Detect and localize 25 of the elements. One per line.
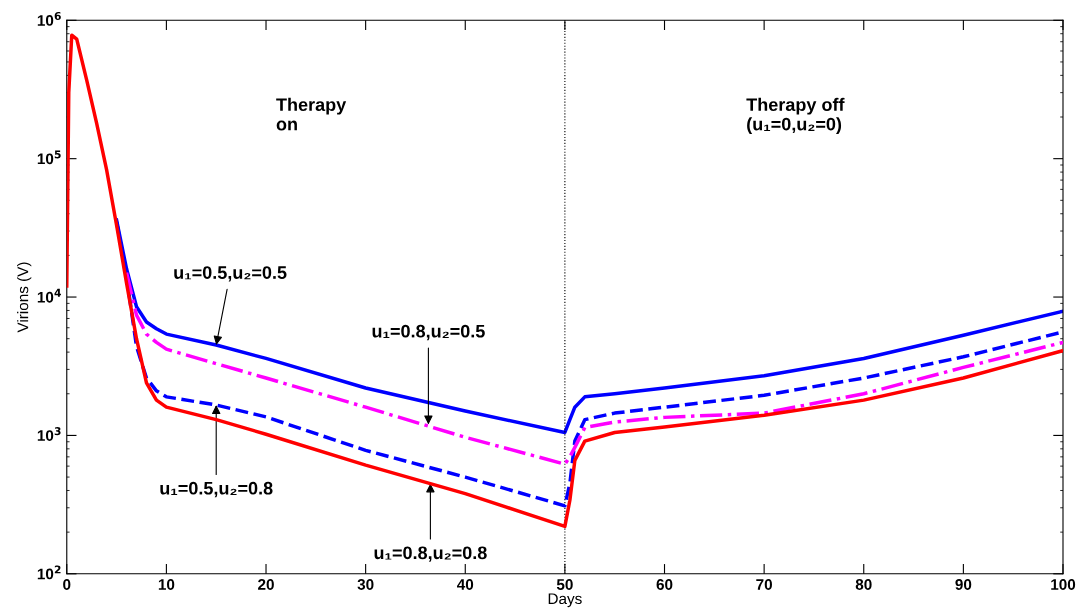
y-tick-label: 10$^{5}$ [37,150,61,165]
x-tick-label: 90 [955,579,972,590]
x-tick-label: 20 [258,579,274,590]
x-tick-label: 40 [457,579,474,590]
y-axis-title: Virions (V) [17,262,32,333]
x-tick-label: 50 [556,579,573,590]
x-tick-label: 60 [656,579,673,590]
x-tick-label: 80 [855,579,872,590]
x-tick-label: 0 [63,579,71,590]
annotation: u₁=0.5,u₂=0.8 [160,481,273,498]
annotation: u₁=0.5,u₂=0.5 [174,266,287,282]
x-tick-label: 100 [1051,579,1076,590]
annotation: u₁=0.8,u₂=0.5 [372,324,485,341]
y-tick-label: 10$^{4}$ [37,288,61,303]
x-tick-label: 10 [158,579,175,590]
y-tick-label: 10$^{2}$ [37,565,61,580]
x-tick-label: 70 [756,579,772,590]
annotation: Therapy off (u₁=0,u₂=0) [746,97,845,135]
x-axis-title: Days [548,593,582,608]
y-tick-label: 10$^{3}$ [37,427,61,441]
line-series [66,33,1063,529]
x-tick-label: 30 [357,579,374,590]
annotation: u₁=0.8,u₂=0.8 [374,546,487,562]
y-tick-label: 10$^{6}$ [37,11,61,26]
annotation: Therapy on [276,97,347,131]
